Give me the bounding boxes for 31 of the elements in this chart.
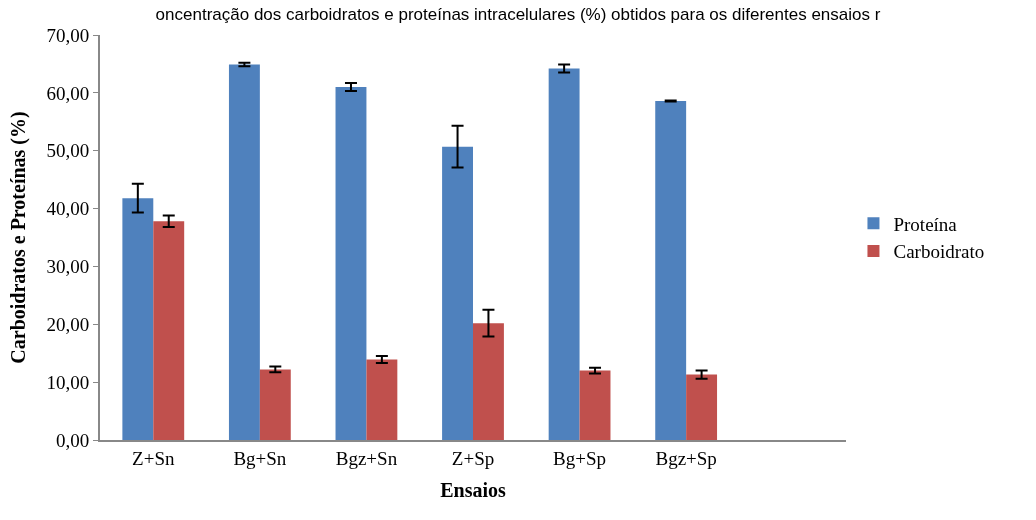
bar: [686, 374, 718, 440]
bar: [153, 221, 185, 440]
bar: [548, 68, 580, 440]
y-tick-label: 60,00: [46, 82, 90, 104]
x-tick-label: Bgz+Sn: [335, 447, 398, 469]
y-tick-label: 0,00: [55, 429, 90, 451]
bar: [228, 64, 260, 440]
legend-label: Carboidrato: [893, 241, 985, 263]
chart-title: oncentração dos carboidratos e proteínas intracelulares (%) obtidos para os diferentes ensaios r: [155, 4, 881, 24]
bar: [335, 87, 367, 440]
bar: [122, 198, 154, 440]
y-tick-label: 30,00: [46, 256, 90, 278]
bar: [655, 100, 687, 440]
x-tick-label: Z+Sp: [451, 447, 495, 469]
y-tick-label: 50,00: [46, 140, 90, 162]
y-axis-title: Carboidratos e Proteínas (%): [7, 111, 31, 364]
bar: [259, 369, 291, 440]
bar: [579, 370, 611, 440]
x-tick-label: Bg+Sn: [233, 447, 287, 469]
x-tick-label: Bg+Sp: [553, 447, 607, 469]
y-tick-label: 20,00: [46, 313, 90, 335]
bar: [473, 323, 504, 440]
x-tick-label: Z+Sn: [132, 447, 175, 469]
x-axis-title: Ensaios: [440, 478, 507, 501]
y-tick-label: 10,00: [46, 371, 90, 393]
y-tick-label: 70,00: [46, 24, 90, 46]
bar: [366, 359, 398, 440]
y-tick-label: 40,00: [46, 198, 90, 220]
bar: [442, 146, 473, 440]
x-tick-label: Bgz+Sp: [655, 447, 717, 469]
legend-label: Proteína: [893, 213, 958, 235]
